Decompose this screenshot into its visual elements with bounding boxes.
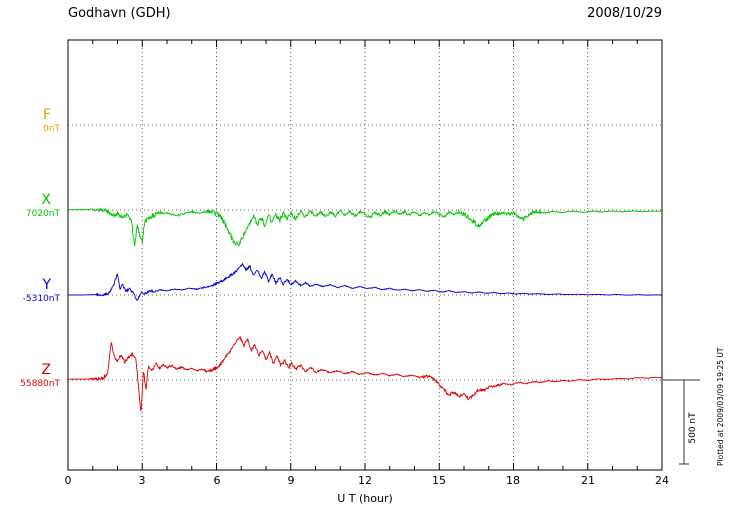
component-x-baseline: 7020nT: [25, 209, 60, 219]
component-f: F 0nT: [0, 108, 60, 134]
date-label: 2008/10/29: [587, 6, 662, 21]
x-tick-label: 15: [432, 474, 446, 487]
component-y: Y -5310nT: [0, 278, 60, 304]
component-f-label: F: [42, 107, 51, 123]
x-tick-label: 18: [506, 474, 520, 487]
component-z: Z 55880nT: [0, 363, 60, 389]
component-z-label: Z: [41, 362, 51, 378]
x-tick-label: 6: [213, 474, 221, 487]
scale-bar-label: 500 nT: [688, 412, 698, 444]
x-tick-label: 9: [287, 474, 295, 487]
plotted-at-note: Plotted at 2009/03/09 19:25 UT: [716, 347, 725, 466]
component-x-label: X: [41, 192, 51, 208]
x-tick-label: 3: [138, 474, 146, 487]
x-axis-title: U T (hour): [337, 492, 393, 505]
x-tick-label: 24: [655, 474, 669, 487]
component-f-baseline: 0nT: [43, 124, 60, 134]
component-x: X 7020nT: [0, 193, 60, 219]
component-z-baseline: 55880nT: [20, 379, 60, 389]
station-title: Godhavn (GDH): [68, 6, 171, 21]
x-tick-label: 0: [64, 474, 72, 487]
component-y-baseline: -5310nT: [22, 294, 60, 304]
component-y-label: Y: [42, 277, 51, 293]
x-tick-label: 21: [581, 474, 595, 487]
x-tick-label: 12: [358, 474, 372, 487]
